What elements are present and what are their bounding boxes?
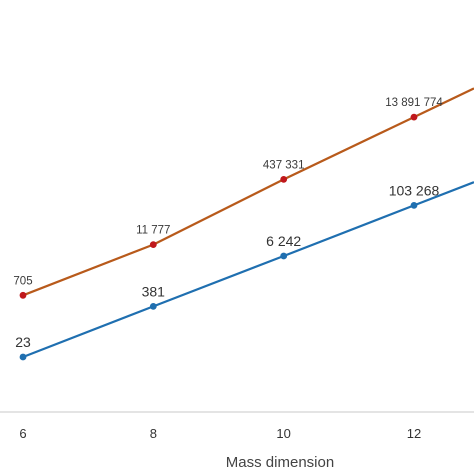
data-point [280,252,288,260]
data-label: 705 [13,275,32,287]
data-point [19,291,27,299]
data-label: 11 777 [136,225,170,237]
data-label: 103 268 [389,182,440,198]
data-label: 437 331 [263,159,305,171]
data-label: 6 242 [266,233,301,249]
data-point [149,303,157,310]
data-point [280,176,288,183]
x-tick-label: 8 [150,426,157,441]
data-point [410,202,418,209]
series-1: 705 11 777 437 331 13 891 774 [13,87,474,299]
data-point [149,241,157,249]
x-tick-label: 12 [407,426,421,441]
x-axis-title: Mass dimension [226,454,334,471]
data-label: 23 [15,334,31,350]
data-point [410,113,418,121]
data-point [19,353,27,361]
plot-area: 705 11 777 437 331 13 891 774 23 381 6 242 103 … [13,87,474,361]
series-2: 23 381 6 242 103 268 [15,181,474,361]
data-label: 381 [142,283,166,299]
data-label: 13 891 774 [385,97,443,109]
x-axis: 6 8 10 12 Mass dimension [0,411,474,471]
x-tick-label: 6 [19,426,26,441]
x-tick-label: 10 [276,426,290,441]
